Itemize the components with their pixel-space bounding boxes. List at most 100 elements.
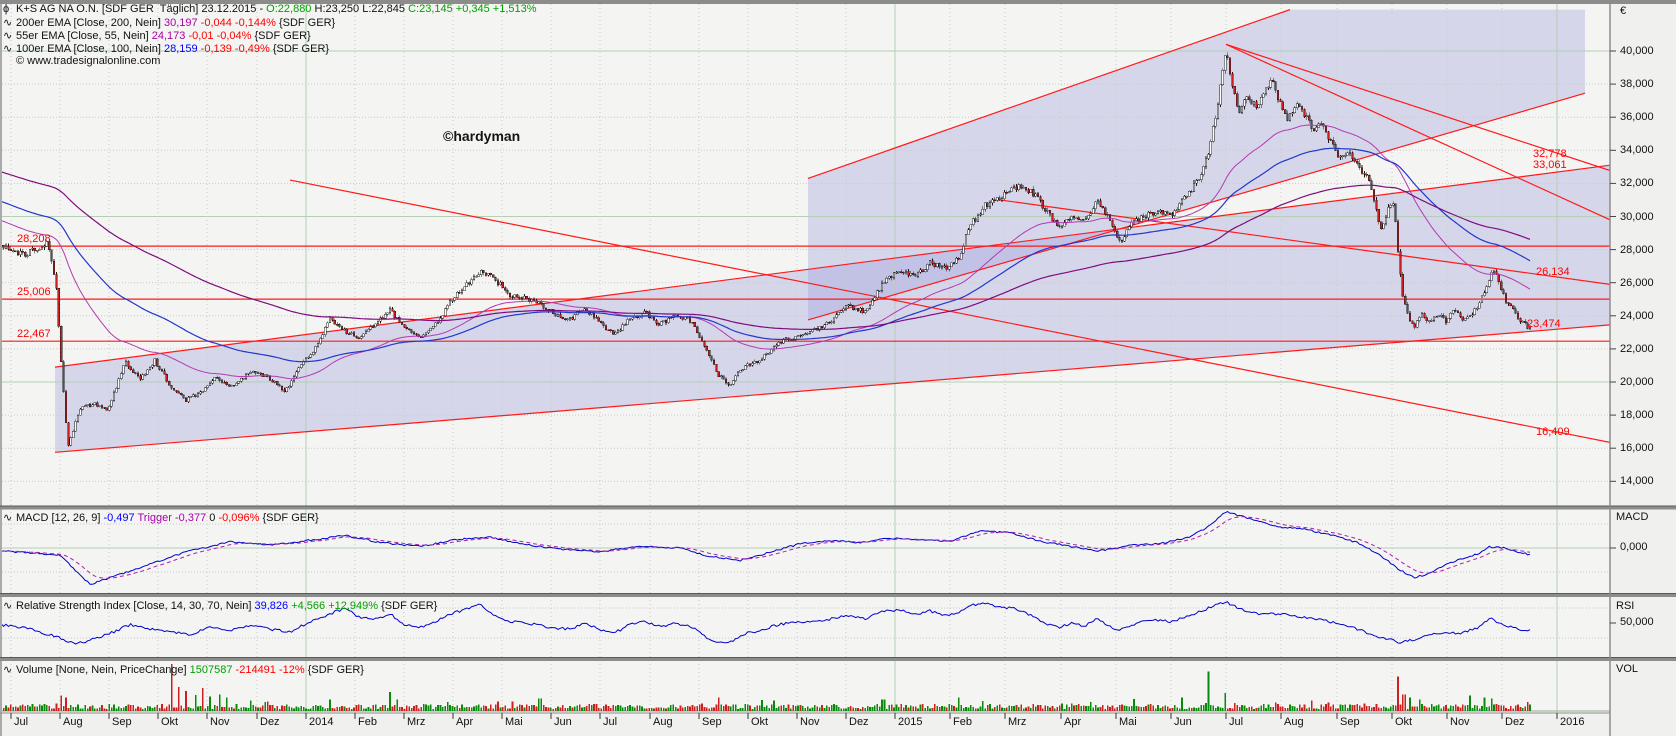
- macd-trigger-line: [1, 516, 1531, 579]
- month-tick-label: Sep: [1340, 716, 1360, 728]
- volume-legend-segment: 1507587: [189, 664, 236, 676]
- trendline-price-label: 32,778: [1533, 148, 1567, 160]
- trendline-price-label: 26,134: [1536, 266, 1570, 278]
- header-legend-line-3[interactable]: ∿ 100er EMA [Close, 100, Nein] 28,159 -0,…: [3, 42, 537, 55]
- month-tick-label: Jul: [1229, 716, 1244, 728]
- ema-lines[interactable]: [0, 124, 1531, 380]
- month-tick-label: Nov: [1450, 716, 1470, 728]
- price-axis-unit: €: [1620, 5, 1627, 17]
- macd-legend-segment: -0,096%: [218, 512, 263, 524]
- wave-icon: ∿: [3, 664, 13, 676]
- trendline-price-label: 23,474: [1527, 318, 1561, 330]
- header-line-4-segment: © www.tradesignalonline.com: [16, 55, 161, 67]
- level-price-label: 25,006: [17, 286, 51, 298]
- rsi-axis-tick: 50,000: [1620, 616, 1654, 628]
- ema-200-line: [1, 171, 1531, 330]
- price-tick-label: 40,000: [1620, 45, 1654, 57]
- macd-panel-series[interactable]: [1, 511, 1531, 585]
- trendline-price-label: 33,061: [1533, 159, 1567, 171]
- header-legend-line-1[interactable]: ∿ 200er EMA [Close, 200, Nein] 30,197 -0,…: [3, 16, 537, 29]
- ema-55-line: [1, 124, 1531, 380]
- header-line-2-segment: 24,173: [151, 30, 189, 42]
- month-tick-label: Okt: [1395, 716, 1413, 728]
- price-tick-label: 30,000: [1620, 210, 1654, 223]
- trendline: [54, 164, 1610, 368]
- macd-legend[interactable]: ∿ MACD [12, 26, 9] -0,497 Trigger -0,377 …: [3, 511, 319, 524]
- price-tick-label: 32,000: [1620, 177, 1654, 190]
- main-chart-legend[interactable]: ϕ K+S AG NA O.N. [SDF GER Täglich] 23.12.…: [3, 3, 537, 68]
- price-tick-label: 36,000: [1620, 111, 1654, 124]
- month-tick-label: Apr: [1064, 716, 1082, 728]
- panel-divider: [0, 593, 1676, 597]
- volume-legend-segment: -214491 -12%: [235, 664, 308, 676]
- rsi-panel-series[interactable]: [0, 601, 1531, 645]
- header-line-0-segment: K+S AG NA O.N. [SDF GER Täglich] 23.12.2…: [16, 3, 267, 15]
- trendline: [54, 324, 1610, 453]
- trendline: [1225, 43, 1610, 221]
- header-line-0-segment: O:22,880: [266, 3, 315, 15]
- price-tick-label: 34,000: [1620, 144, 1654, 157]
- rsi-legend[interactable]: ∿ Relative Strength Index [Close, 14, 30,…: [3, 599, 437, 612]
- price-tick-label: 14,000: [1620, 475, 1654, 488]
- panel-divider: [0, 657, 1676, 661]
- rsi-legend-segment: +4,566 +12,949%: [291, 600, 382, 612]
- trend-channel-fill: [808, 9, 1585, 320]
- month-tick-label: Mai: [505, 716, 523, 728]
- month-tick-label: Sep: [702, 716, 722, 728]
- price-tick-label: 20,000: [1620, 376, 1654, 388]
- price-tick-label: 38,000: [1620, 78, 1654, 91]
- month-tick-label: Jun: [554, 716, 572, 728]
- header-line-1-segment: {SDF GER}: [278, 17, 336, 29]
- month-tick-label: Dez: [1505, 716, 1525, 728]
- month-tick-label: Aug: [1284, 716, 1304, 728]
- ema-100-line: [0, 147, 1531, 363]
- panel-divider: [0, 506, 1676, 510]
- header-line-1-segment: -0,044 -0,144%: [200, 17, 279, 29]
- header-legend-line-4[interactable]: © www.tradesignalonline.com: [3, 55, 537, 68]
- header-line-3-segment: 100er EMA [Close, 100, Nein]: [16, 43, 164, 55]
- volume-legend[interactable]: ∿ Volume [None, Nein, PriceChange] 150758…: [3, 663, 364, 676]
- trendline: [807, 92, 1586, 321]
- month-tick-label: Dez: [260, 716, 280, 728]
- trendline: [999, 199, 1610, 285]
- volume-legend-segment: Volume [None, Nein, PriceChange]: [16, 664, 190, 676]
- wave-icon: ∿: [3, 43, 13, 55]
- wave-icon: ∿: [3, 512, 13, 524]
- wave-icon: ∿: [3, 30, 13, 42]
- macd-legend-segment: -0,497: [103, 512, 138, 524]
- price-tick-label: 26,000: [1620, 276, 1654, 289]
- header-line-1-segment: 200er EMA [Close, 200, Nein]: [16, 17, 164, 29]
- month-tick-label: Aug: [63, 716, 83, 728]
- month-tick-label: Nov: [800, 716, 820, 728]
- header-line-2-segment: -0,01 -0,04%: [188, 30, 255, 42]
- red-trendlines[interactable]: [2, 9, 1610, 453]
- header-line-3-segment: 28,159: [163, 43, 201, 55]
- volume-axis-title: VOL: [1616, 663, 1639, 675]
- rsi-line: [0, 601, 1531, 645]
- wave-icon: ∿: [3, 600, 13, 612]
- candlestick-icon: ϕ: [3, 3, 10, 15]
- rsi-legend-segment: 39,826: [254, 600, 292, 612]
- header-legend-line-0[interactable]: ϕ K+S AG NA O.N. [SDF GER Täglich] 23.12.…: [3, 3, 537, 16]
- month-tick-label: Jul: [14, 716, 29, 728]
- macd-legend-segment: Trigger -0,377: [137, 512, 210, 524]
- month-tick-label: Dez: [849, 716, 869, 728]
- candlestick-series[interactable]: [0, 52, 1532, 447]
- month-tick-label: Apr: [456, 716, 474, 728]
- volume-bars[interactable]: [0, 663, 1531, 711]
- axis-tick-marks: [10, 50, 1616, 719]
- price-tick-label: 22,000: [1620, 342, 1654, 355]
- header-line-0-segment: H:23,250 L:22,845: [314, 3, 409, 15]
- year-tick-label: 2016: [1560, 716, 1585, 728]
- trendline-price-label: 16,409: [1536, 426, 1570, 438]
- month-tick-label: Mrz: [1008, 716, 1027, 728]
- macd-legend-segment: 0: [209, 512, 219, 524]
- level-price-label: 28,208: [17, 233, 51, 245]
- rsi-axis-title: RSI: [1616, 600, 1635, 612]
- month-tick-label: Feb: [953, 716, 972, 728]
- header-legend-line-2[interactable]: ∿ 55er EMA [Close, 55, Nein] 24,173 -0,01…: [3, 29, 537, 42]
- month-tick-label: Jun: [1174, 716, 1192, 728]
